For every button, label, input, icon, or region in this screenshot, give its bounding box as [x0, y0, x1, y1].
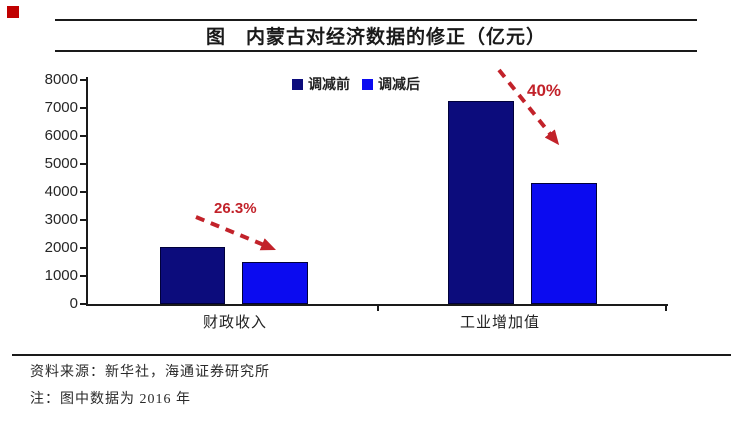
legend-label-after: 调减后: [378, 78, 420, 93]
y-axis-tick-label: 8000: [44, 71, 78, 88]
y-axis-tick-label: 4000: [44, 183, 78, 200]
y-axis-tick-mark: [80, 163, 86, 165]
y-axis-tick-label: 5000: [44, 155, 78, 172]
y-axis-tick-label: 3000: [44, 211, 78, 228]
y-axis-tick-mark: [80, 247, 86, 249]
figure-title: 图 内蒙古对经济数据的修正（亿元）: [205, 27, 546, 48]
bar-fiscal-before: [160, 247, 225, 304]
y-axis-tick-mark: [80, 219, 86, 221]
y-axis-tick-label: 2000: [44, 239, 78, 256]
y-axis-tick-mark: [80, 275, 86, 277]
red-corner-marker: [7, 6, 19, 18]
y-axis-tick-mark: [80, 79, 86, 81]
figure-title-box: 图 内蒙古对经济数据的修正（亿元）: [55, 19, 697, 52]
legend-item-after: 调减后: [362, 76, 420, 93]
bar-fiscal-after: [242, 262, 308, 304]
legend-label-before: 调减前: [308, 78, 350, 93]
legend-swatch-before: [292, 78, 303, 90]
x-axis-tick: [377, 306, 379, 311]
y-axis-tick-mark: [80, 107, 86, 109]
x-axis-tick: [665, 306, 667, 311]
y-axis-tick-label: 7000: [44, 99, 78, 116]
y-axis-tick-label: 1000: [44, 267, 78, 284]
x-category-industrial-added-value: 工业增加值: [459, 315, 540, 331]
legend-item-before: 调减前: [292, 76, 350, 93]
plot-area: [88, 80, 667, 304]
source-text: 资料来源：新华社，海通证券研究所: [30, 365, 270, 380]
note-text: 注：图中数据为 2016 年: [30, 392, 191, 407]
y-axis-tick-label: 6000: [44, 127, 78, 144]
y-axis-tick-label: 0: [69, 295, 78, 312]
y-axis-tick-mark: [80, 191, 86, 193]
y-axis-line: [86, 77, 88, 306]
bar-industry-after: [531, 183, 597, 304]
down-arrow-industry: [497, 68, 560, 146]
annotation-pct-industry: 40%: [527, 81, 562, 100]
annotation-pct-fiscal: 26.3%: [214, 200, 257, 217]
x-category-fiscal-revenue: 财政收入: [202, 315, 267, 331]
legend-swatch-after: [362, 78, 373, 90]
footer-divider: [12, 354, 731, 356]
y-axis-tick-mark: [80, 135, 86, 137]
down-arrow-fiscal: [195, 215, 277, 251]
x-axis-line: [86, 304, 668, 306]
y-axis-tick-mark: [80, 303, 86, 305]
bar-industry-before: [448, 101, 514, 304]
